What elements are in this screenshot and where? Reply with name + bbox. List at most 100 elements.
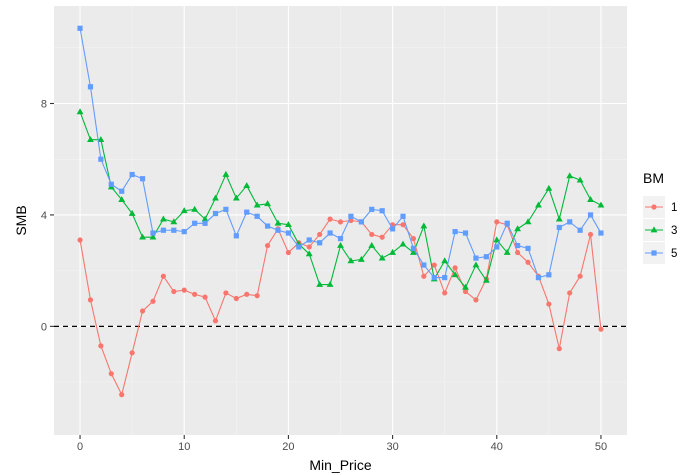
data-point-5 xyxy=(108,181,114,187)
series-3 xyxy=(76,108,605,290)
data-point-1 xyxy=(202,294,208,300)
data-point-5 xyxy=(160,227,166,233)
data-point-5 xyxy=(98,156,104,162)
data-point-3 xyxy=(253,201,261,208)
data-point-3 xyxy=(587,196,594,202)
legend-key-marker xyxy=(651,204,657,210)
x-tick-label: 0 xyxy=(77,441,83,453)
data-point-1 xyxy=(181,287,187,293)
data-point-3 xyxy=(441,257,449,264)
data-point-1 xyxy=(108,371,114,377)
data-point-5 xyxy=(233,233,239,239)
legend-label-5: 5 xyxy=(671,248,677,260)
x-tick-label: 10 xyxy=(178,441,190,453)
data-point-5 xyxy=(181,229,187,235)
legend-label-3: 3 xyxy=(671,225,677,237)
data-point-5 xyxy=(587,212,594,218)
data-point-5 xyxy=(525,245,531,251)
legend-key-1 xyxy=(643,196,665,218)
data-point-1 xyxy=(462,288,469,295)
data-point-3 xyxy=(264,200,271,207)
data-point-5 xyxy=(442,275,448,281)
data-point-1 xyxy=(87,297,94,303)
x-tick-label: 40 xyxy=(491,441,503,453)
data-point-3 xyxy=(357,255,365,262)
y-tick-label: 8 xyxy=(41,99,47,111)
data-point-5 xyxy=(87,84,94,90)
data-point-1 xyxy=(525,259,531,265)
data-point-5 xyxy=(421,262,427,268)
data-point-3 xyxy=(566,172,574,179)
data-point-3 xyxy=(378,254,386,261)
data-point-3 xyxy=(347,257,355,264)
series-layer xyxy=(76,25,605,398)
data-point-3 xyxy=(535,201,542,208)
data-point-3 xyxy=(555,215,563,222)
data-point-5 xyxy=(129,171,135,178)
data-point-1 xyxy=(598,326,604,332)
data-point-5 xyxy=(264,223,271,229)
data-point-5 xyxy=(473,255,479,261)
data-point-3 xyxy=(180,207,188,214)
x-tick-label: 50 xyxy=(595,441,607,453)
data-point-3 xyxy=(410,248,417,255)
data-point-1 xyxy=(431,262,437,268)
series-5 xyxy=(77,25,604,281)
data-point-5 xyxy=(567,219,573,225)
data-point-5 xyxy=(379,208,385,214)
data-point-1 xyxy=(337,219,344,225)
data-point-3 xyxy=(472,261,480,268)
data-point-3 xyxy=(274,219,282,226)
legend-title: BM xyxy=(643,170,664,186)
data-point-1 xyxy=(160,273,166,279)
x-tick-label: 30 xyxy=(386,441,398,453)
data-point-3 xyxy=(201,215,209,222)
data-point-5 xyxy=(400,213,406,219)
data-point-3 xyxy=(149,233,157,240)
data-point-5 xyxy=(139,176,146,182)
data-point-5 xyxy=(556,224,562,231)
data-point-3 xyxy=(576,176,584,183)
data-point-1 xyxy=(306,244,312,250)
data-point-5 xyxy=(494,244,500,250)
data-point-3 xyxy=(139,233,146,240)
data-point-5 xyxy=(515,242,521,249)
data-point-1 xyxy=(400,222,406,228)
x-tick-label: 20 xyxy=(282,441,294,453)
data-point-1 xyxy=(129,350,135,356)
data-point-3 xyxy=(368,241,376,248)
data-point-5 xyxy=(598,230,604,236)
data-point-3 xyxy=(326,280,334,287)
data-point-3 xyxy=(451,271,459,278)
data-point-3 xyxy=(524,218,532,225)
data-point-5 xyxy=(452,229,458,235)
data-point-1 xyxy=(212,318,219,324)
data-point-5 xyxy=(296,244,302,250)
data-point-5 xyxy=(348,213,354,219)
data-point-5 xyxy=(577,227,583,233)
data-point-3 xyxy=(97,136,105,143)
data-point-1 xyxy=(452,265,458,271)
data-point-3 xyxy=(316,280,324,287)
data-point-1 xyxy=(77,237,83,243)
data-point-3 xyxy=(76,108,84,115)
data-point-3 xyxy=(305,250,313,257)
data-point-1 xyxy=(192,291,198,297)
legend-key-3 xyxy=(643,219,665,241)
y-tick-label: 0 xyxy=(41,321,47,333)
data-point-1 xyxy=(119,392,125,398)
legend-key-marker xyxy=(651,250,657,256)
data-point-3 xyxy=(493,236,501,243)
data-point-1 xyxy=(223,290,229,296)
data-point-3 xyxy=(337,241,344,248)
data-point-1 xyxy=(285,249,292,256)
data-point-5 xyxy=(317,240,323,246)
data-point-5 xyxy=(171,227,177,233)
data-point-3 xyxy=(159,215,167,222)
data-point-3 xyxy=(222,170,230,177)
data-point-3 xyxy=(118,196,126,202)
x-axis: 0 10 20 30 40 50 xyxy=(77,435,607,453)
data-point-1 xyxy=(264,242,271,249)
y-axis-title: SMB xyxy=(13,205,29,235)
